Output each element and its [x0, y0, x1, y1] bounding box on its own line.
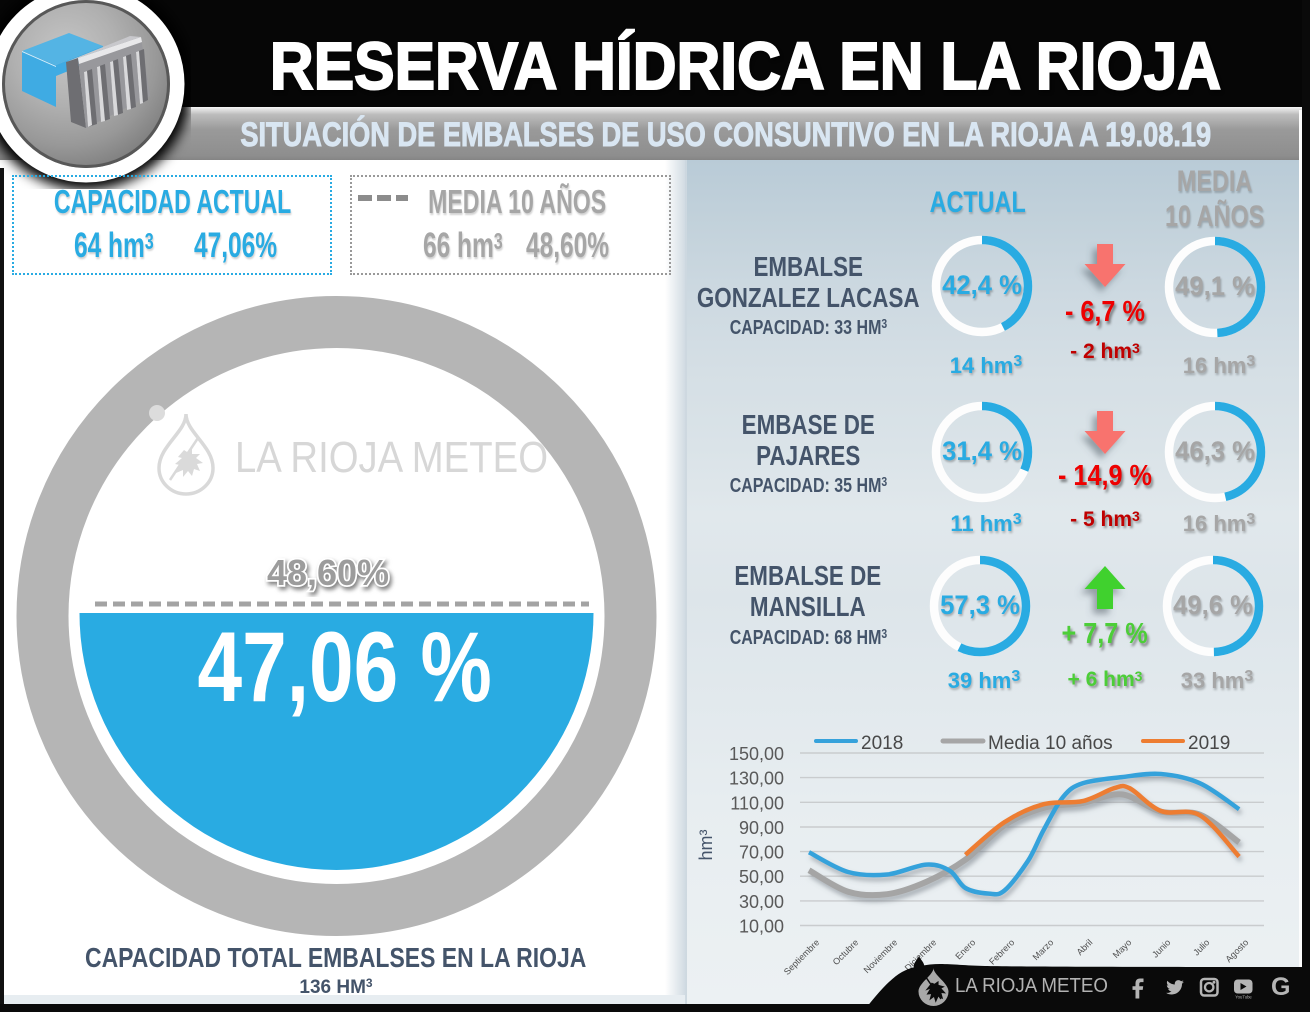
svg-text:2019: 2019 [1188, 733, 1230, 754]
svg-text:130,00: 130,00 [729, 769, 784, 789]
svg-text:150,00: 150,00 [729, 744, 784, 764]
svg-text:90,00: 90,00 [739, 818, 784, 838]
svg-text:70,00: 70,00 [739, 843, 784, 863]
svg-text:Media 10 años: Media 10 años [988, 733, 1113, 754]
svg-text:10,00: 10,00 [739, 917, 784, 937]
svg-text:110,00: 110,00 [730, 793, 784, 813]
svg-text:YouTube: YouTube [1235, 995, 1252, 1000]
svg-text:30,00: 30,00 [739, 892, 784, 912]
svg-text:G: G [1271, 973, 1290, 1001]
svg-text:LA RIOJA METEO: LA RIOJA METEO [955, 975, 1108, 997]
svg-text:LA RIOJA METEO: LA RIOJA METEO [235, 433, 548, 482]
svg-text:2018: 2018 [861, 733, 903, 754]
svg-text:48,60%: 48,60% [267, 552, 389, 593]
svg-text:hm³: hm³ [696, 829, 716, 860]
svg-text:50,00: 50,00 [739, 867, 784, 887]
